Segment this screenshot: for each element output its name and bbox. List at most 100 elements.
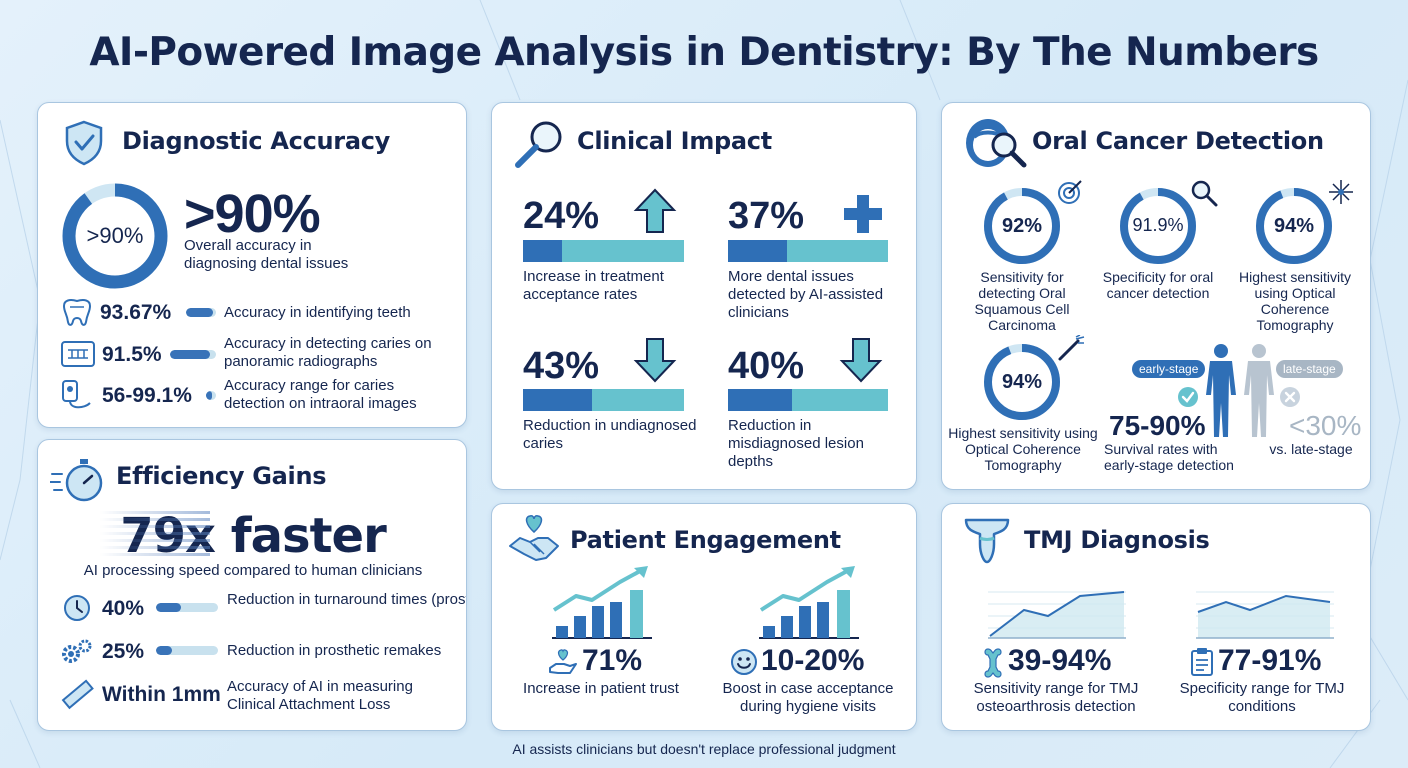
stat-bar <box>728 389 888 411</box>
row-bar <box>156 646 218 655</box>
card-title: Oral Cancer Detection <box>1032 127 1324 155</box>
ring-label: 91.9% <box>1132 215 1184 235</box>
stat-desc: Reduction in undiagnosed caries <box>523 417 697 452</box>
intraoral-camera-icon <box>62 380 91 409</box>
stat-value: 43% <box>523 345 600 387</box>
ring-desc: Highest sensitivity using Optical Cohere… <box>1238 269 1352 333</box>
row-bar <box>170 350 216 359</box>
row-desc: Accuracy in identifying teeth <box>224 304 411 321</box>
card-title: Efficiency Gains <box>116 462 327 490</box>
ring-desc: Sensitivity for detecting Oral Squamous … <box>974 269 1070 333</box>
stat-bar <box>523 389 684 411</box>
ocr-ring <box>1256 188 1332 264</box>
late-stage-badge: late-stage <box>1276 360 1343 378</box>
row-value: Within 1mm <box>102 683 221 706</box>
stat-value: 39-94% <box>1008 644 1112 677</box>
stat-value: 24% <box>523 195 600 237</box>
patient-engagement-card: Patient Engagement 71% Increase in patie… <box>491 503 917 731</box>
card-title: TMJ Diagnosis <box>1024 526 1210 554</box>
row-value: 25% <box>102 640 145 663</box>
oral-cancer-card: Oral Cancer Detection 92% Sensitivity fo… <box>941 102 1371 490</box>
bone-icon <box>984 648 1002 678</box>
ring-label: 94% <box>1273 215 1315 237</box>
smiley-icon <box>731 649 757 675</box>
stopwatch-icon <box>50 459 103 502</box>
stat-desc: Specificity range for TMJ conditions <box>1179 680 1345 715</box>
jaw-joint-icon <box>964 518 1010 564</box>
early-survival-value: 75-90% <box>1109 410 1206 441</box>
row-desc: Reduction in turnaround times (prosthodo… <box>227 591 466 608</box>
row-bar <box>186 308 216 317</box>
row-desc: Reduction in prosthetic remakes <box>227 642 442 659</box>
headline-desc: AI processing speed compared to human cl… <box>83 562 423 579</box>
target-icon <box>1058 180 1082 204</box>
diagnostic-accuracy-card: Diagnostic Accuracy >90% >90% Overall ac… <box>37 102 467 428</box>
mouth-magnifier-icon <box>966 119 1027 168</box>
plus-icon <box>844 195 882 233</box>
ring-label: >90% <box>86 223 144 248</box>
stat-bar <box>523 240 684 262</box>
stat-bar <box>728 240 888 262</box>
scanner-icon <box>1058 335 1085 361</box>
stat-desc: More dental issues detected by AI-assist… <box>728 268 884 321</box>
accuracy-ring <box>62 183 168 289</box>
row-value: 93.67% <box>100 301 172 324</box>
sparkle-icon <box>1329 180 1353 204</box>
arrow-down-icon <box>633 338 677 383</box>
row-desc: Accuracy in detecting caries on panorami… <box>224 335 432 370</box>
handshake-heart-icon <box>509 515 559 561</box>
early-stage-badge: early-stage <box>1132 360 1206 378</box>
stat-value: 10-20% <box>761 644 865 677</box>
speed-lines <box>100 511 210 557</box>
late-survival-desc: vs. late-stage <box>1269 441 1353 457</box>
clipboard-icon <box>1191 648 1213 676</box>
growth-chart-icon <box>552 566 652 639</box>
tmj-diagnosis-card: TMJ Diagnosis 39-94% Sensitivity range f… <box>941 503 1371 731</box>
arrow-up-icon <box>633 188 677 233</box>
stat-desc: Boost in case acceptance during hygiene … <box>722 680 894 715</box>
gears-icon <box>62 639 92 663</box>
late-survival-value: <30% <box>1289 410 1362 441</box>
growth-chart-icon <box>759 566 859 639</box>
stat-desc: Increase in patient trust <box>523 680 679 697</box>
ruler-icon <box>61 679 94 710</box>
specificity-ring <box>1120 188 1196 264</box>
stat-value: 71% <box>582 644 643 677</box>
trend-chart <box>1196 591 1334 639</box>
person-figure-late <box>1244 344 1274 437</box>
magnifier-icon <box>1191 180 1218 207</box>
row-desc: Accuracy of AI in measuring Clinical Att… <box>227 678 413 713</box>
headline-value: >90% <box>184 184 321 244</box>
ring-desc: Specificity for oral cancer detection <box>1102 269 1214 301</box>
early-survival-desc: Survival rates with early-stage detectio… <box>1104 441 1234 473</box>
ocr-ring <box>984 344 1060 420</box>
row-bar <box>206 391 216 400</box>
stat-value: 37% <box>728 195 805 237</box>
row-bar <box>156 603 218 612</box>
footer-disclaimer: AI assists clinicians but doesn't replac… <box>512 741 896 757</box>
ring-label: 92% <box>1001 215 1043 237</box>
row-value: 91.5% <box>102 343 162 366</box>
check-circle-icon <box>1178 387 1198 407</box>
headline-desc: Overall accuracy in diagnosing dental is… <box>184 237 349 272</box>
trend-chart <box>988 591 1126 639</box>
ring-desc: Highest sensitivity using Optical Cohere… <box>948 425 1098 473</box>
stat-value: 40% <box>728 345 805 387</box>
row-desc: Accuracy range for caries detection on i… <box>224 377 417 412</box>
ring-label: 94% <box>1001 371 1043 393</box>
stat-desc: Increase in treatment acceptance rates <box>523 268 664 303</box>
stat-desc: Reduction in misdiagnosed lesion depths <box>728 417 864 470</box>
card-title: Patient Engagement <box>570 526 841 554</box>
sensitivity-ring <box>984 188 1060 264</box>
x-circle-icon <box>1280 387 1300 407</box>
xray-icon <box>61 341 95 367</box>
card-title: Diagnostic Accuracy <box>122 127 390 155</box>
efficiency-gains-card: Efficiency Gains 79x faster AI processin… <box>37 439 467 731</box>
clock-icon <box>64 595 90 621</box>
person-figure-early <box>1206 344 1236 437</box>
row-value: 56-99.1% <box>102 384 192 407</box>
magnifier-icon <box>515 121 562 168</box>
card-title: Clinical Impact <box>577 127 772 155</box>
stat-value: 77-91% <box>1218 644 1322 677</box>
